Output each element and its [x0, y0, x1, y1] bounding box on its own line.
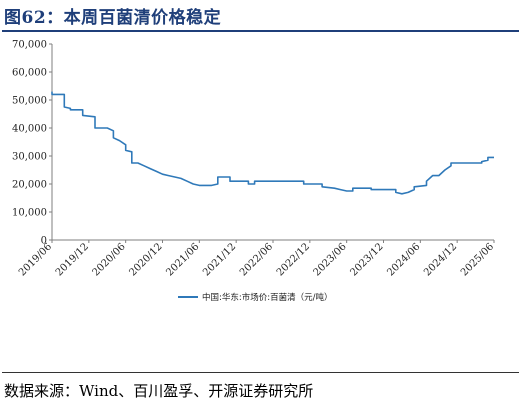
y-tick-label: 50,000 [12, 96, 47, 107]
series-layer [51, 91, 494, 195]
chart-axes [51, 44, 494, 241]
x-tick-label: 2023/12 [348, 241, 385, 278]
title-underline [2, 30, 519, 32]
series-line [51, 91, 494, 195]
x-axis-ticks: 2019/06 2019/12 2020/06 2020/12 2021/06 2021/… [17, 240, 496, 278]
x-tick-label: 2019/06 [17, 241, 54, 278]
y-tick-label: 30,000 [12, 152, 47, 163]
x-tick-label: 2022/12 [275, 241, 312, 278]
x-tick-label: 2024/06 [385, 241, 422, 278]
x-tick-label: 2020/12 [127, 241, 164, 278]
x-tick-label: 2020/06 [91, 241, 128, 278]
x-tick-label: 2021/06 [164, 241, 201, 278]
legend-label: 中国:华东:市场价:百菌清（元/吨） [202, 292, 332, 303]
y-tick-label: 20,000 [12, 180, 47, 191]
source-note: 数据来源：Wind、百川盈孚、开源证券研究所 [4, 382, 314, 400]
y-axis-ticks: 0 10,000 20,000 30,000 40,000 50,000 60,000 70,… [12, 40, 52, 247]
y-tick-label: 10,000 [12, 208, 47, 219]
y-tick-label: 70,000 [12, 40, 47, 51]
chart-area: 0 10,000 20,000 30,000 40,000 50,000 60,000 70,… [12, 40, 496, 304]
y-tick-label: 60,000 [12, 68, 47, 79]
x-tick-label: 2022/06 [238, 241, 275, 278]
chart-title: 图62：本周百菌清价格稳定 [4, 8, 222, 28]
y-tick-label: 0 [41, 236, 47, 247]
source-divider [2, 372, 519, 373]
x-tick-label: 2021/12 [201, 241, 238, 278]
x-tick-label: 2024/12 [422, 241, 459, 278]
x-tick-label: 2019/12 [54, 241, 91, 278]
y-tick-label: 40,000 [12, 124, 47, 135]
x-tick-label: 2025/06 [459, 241, 496, 278]
x-tick-label: 2023/06 [312, 241, 349, 278]
legend: 中国:华东:市场价:百菌清（元/吨） [178, 292, 332, 303]
